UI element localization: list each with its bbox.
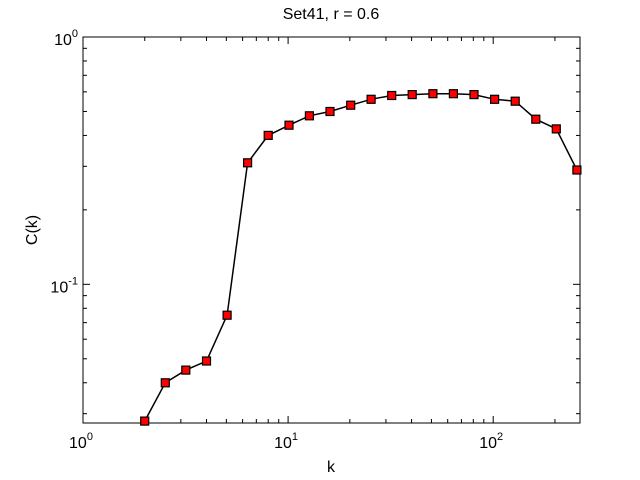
x-tick-label-base: 10 xyxy=(69,435,87,452)
data-point xyxy=(490,94,500,104)
x-tick-label-exponent: 0 xyxy=(87,431,93,443)
x-tick-label-exponent: 2 xyxy=(497,431,503,443)
data-point xyxy=(222,310,232,320)
data-point xyxy=(366,94,376,104)
y-tick-label-base: 10 xyxy=(50,279,68,296)
y-tick-label: 10-1 xyxy=(50,275,78,296)
data-point xyxy=(428,89,438,99)
data-point xyxy=(201,356,212,366)
data-point xyxy=(510,96,520,106)
data-point xyxy=(531,114,541,124)
x-tick-label: 102 xyxy=(479,431,503,452)
series-line xyxy=(144,92,578,422)
y-tick-label-base: 10 xyxy=(54,32,72,49)
x-tick-label: 100 xyxy=(69,431,93,452)
data-point xyxy=(263,130,273,140)
data-point xyxy=(551,124,561,134)
x-tick-label-base: 10 xyxy=(274,435,292,452)
data-point xyxy=(140,416,150,426)
data-point xyxy=(160,378,170,388)
data-point xyxy=(304,111,314,121)
x-axis-ticks: 100 101 102 xyxy=(69,37,556,452)
data-point xyxy=(181,365,191,375)
data-point xyxy=(346,100,356,110)
y-tick-label: 100 xyxy=(54,28,78,49)
x-axis-label: k xyxy=(327,459,336,476)
series-layer xyxy=(140,89,582,426)
data-point xyxy=(387,90,397,101)
chart-title: Set41, r = 0.6 xyxy=(283,6,380,23)
data-point xyxy=(469,89,479,100)
x-tick-label-base: 10 xyxy=(479,435,497,452)
data-point xyxy=(284,120,294,130)
data-point xyxy=(407,89,417,100)
data-point xyxy=(325,106,335,117)
plot-area xyxy=(82,36,581,424)
x-tick-label-exponent: 1 xyxy=(292,431,298,443)
y-axis-label: C(k) xyxy=(24,215,41,245)
x-tick-label: 101 xyxy=(274,431,298,452)
y-tick-label-exponent: 0 xyxy=(72,28,78,40)
data-point xyxy=(448,89,458,99)
y-tick-label-exponent: -1 xyxy=(68,275,78,287)
data-point xyxy=(572,165,582,175)
data-point xyxy=(243,158,253,168)
